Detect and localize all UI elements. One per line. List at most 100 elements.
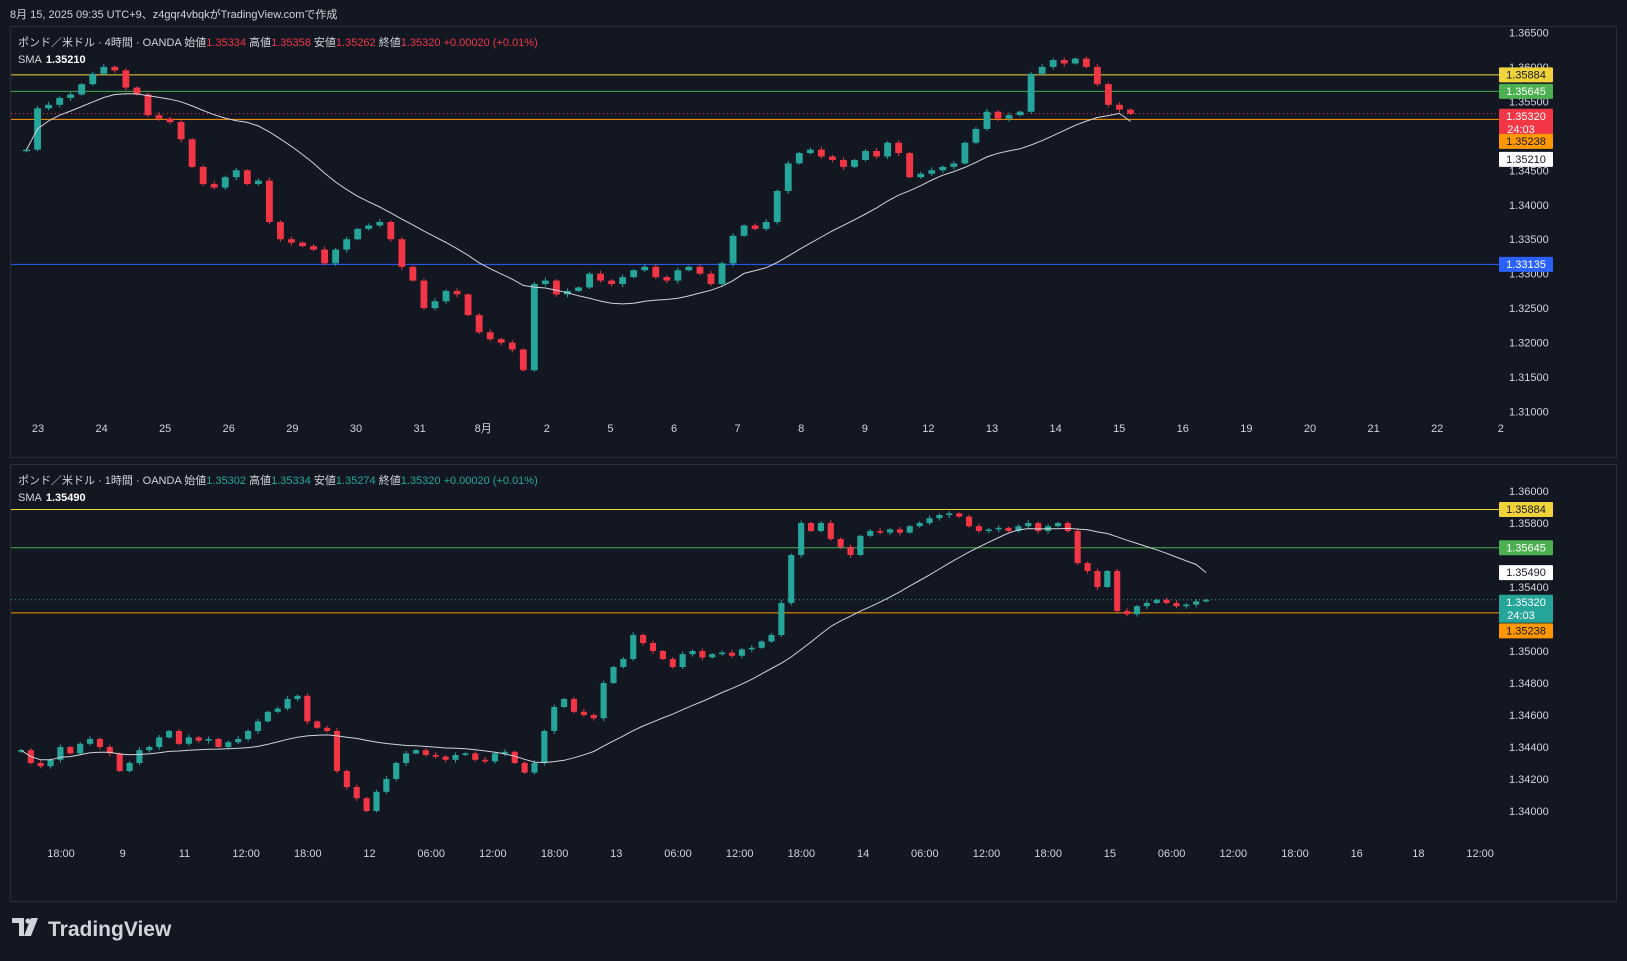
- candle-body: [383, 779, 390, 792]
- candle-body: [387, 222, 395, 240]
- price-badge: [1499, 540, 1553, 556]
- candle-body: [857, 535, 864, 555]
- price-tick-label: 1.34200: [1509, 774, 1549, 786]
- candle-body: [669, 659, 676, 667]
- candle-body: [133, 87, 141, 95]
- candle-body: [491, 753, 499, 762]
- candle-body: [768, 635, 775, 642]
- price-badge: [1499, 83, 1553, 99]
- candle-body: [333, 731, 341, 771]
- candle-body: [1064, 523, 1071, 531]
- time-tick-label: 5: [607, 423, 613, 435]
- candle-body: [284, 699, 291, 709]
- candle-body: [452, 755, 459, 760]
- candle-body: [155, 115, 163, 119]
- candle-body: [67, 747, 74, 754]
- candle-body: [442, 290, 450, 302]
- candle-body: [195, 737, 202, 741]
- time-tick-label: 9: [862, 423, 868, 435]
- candle-body: [177, 122, 185, 140]
- time-tick-label: 20: [1304, 423, 1316, 435]
- time-tick-label: 13: [610, 848, 622, 860]
- sma-label[interactable]: SMA: [18, 54, 42, 66]
- candle-body: [343, 771, 350, 787]
- candle-body: [807, 523, 815, 531]
- candle-body: [1093, 66, 1101, 85]
- candle-body: [324, 727, 331, 731]
- price-tick-label: 1.34000: [1509, 806, 1549, 818]
- time-tick-label: 2: [544, 423, 550, 435]
- candle-body: [126, 763, 133, 771]
- candle-body: [1049, 60, 1057, 67]
- candle-body: [975, 526, 982, 531]
- candle-body: [600, 683, 607, 719]
- candle-body: [762, 222, 770, 229]
- candle-body: [166, 118, 174, 123]
- price-tick-label: 1.31000: [1509, 407, 1549, 419]
- time-tick-label: 06:00: [1158, 848, 1186, 860]
- price-badge: [1499, 151, 1553, 167]
- candle-body: [111, 66, 119, 71]
- price-badge: [1499, 565, 1553, 581]
- symbol-label[interactable]: ポンド／米ドル · 1時間 · OANDA: [18, 475, 182, 487]
- candle-body: [1084, 563, 1091, 571]
- candle-body: [146, 747, 153, 751]
- sma-line: [26, 93, 1131, 305]
- price-tick-label: 1.36500: [1509, 27, 1549, 39]
- sma-label[interactable]: SMA: [18, 492, 42, 504]
- candle-body: [530, 284, 538, 371]
- close-value: 1.35320: [400, 475, 441, 487]
- time-tick-label: 18:00: [1034, 848, 1062, 860]
- candle-body: [225, 742, 232, 747]
- candle-body: [884, 142, 892, 157]
- price-badge-label: 1.35320: [1506, 111, 1546, 123]
- candle-body: [840, 159, 847, 167]
- candle-body: [926, 518, 933, 523]
- candle-body: [188, 139, 196, 167]
- candle-body: [156, 737, 163, 747]
- candle-body: [144, 94, 152, 116]
- candle-body: [580, 711, 587, 715]
- symbol-label[interactable]: ポンド／米ドル · 4時間 · OANDA: [18, 37, 182, 49]
- candle-body: [867, 531, 874, 536]
- sma-value: 1.35210: [45, 54, 86, 66]
- low-label: 安値: [313, 37, 336, 49]
- candle-body: [620, 659, 627, 667]
- time-tick-label: 12:00: [1466, 848, 1494, 860]
- time-tick-label: 31: [413, 423, 425, 435]
- time-tick-label: 12: [922, 423, 934, 435]
- candle-body: [1027, 73, 1035, 112]
- candle-body: [806, 149, 814, 154]
- candle-body: [758, 641, 765, 648]
- candle-body: [939, 166, 947, 171]
- candle-body: [994, 111, 1002, 119]
- candle-body: [719, 652, 726, 655]
- candle-body: [472, 753, 479, 760]
- chart-panel-4h[interactable]: ポンド／米ドル · 4時間 · OANDA 始値1.35334 高値1.3535…: [10, 26, 1617, 458]
- time-tick-label: 18:00: [294, 848, 322, 860]
- price-chart-1h[interactable]: 1.36000 1.35800 1.35400 1.35000 1.34800 1.346…: [11, 465, 1616, 901]
- candle-body: [679, 654, 686, 667]
- time-tick-label: 06:00: [911, 848, 939, 860]
- price-badge-label: 1.35645: [1506, 542, 1546, 554]
- tradingview-footer[interactable]: TradingView: [12, 918, 171, 942]
- candle-body: [936, 515, 943, 519]
- price-badge: [1499, 133, 1553, 149]
- tradingview-brand: TradingView: [48, 918, 172, 941]
- candle-body: [89, 73, 97, 85]
- candle-body: [482, 759, 489, 762]
- price-tick-label: 1.31500: [1509, 372, 1549, 384]
- time-tick-label: 25: [159, 423, 171, 435]
- candle-body: [895, 142, 903, 154]
- chart-panel-1h[interactable]: ポンド／米ドル · 1時間 · OANDA 始値1.35302 高値1.3533…: [10, 464, 1617, 902]
- price-chart-4h[interactable]: 1.365001.360001.355001.350001.345001.340…: [11, 27, 1616, 457]
- candle-body: [916, 523, 923, 527]
- time-tick-label: 2: [1498, 423, 1504, 435]
- candle-body: [354, 228, 362, 240]
- price-badge: [1499, 108, 1553, 137]
- candle-body: [1071, 58, 1079, 64]
- candle-body: [243, 170, 251, 185]
- candle-body: [373, 791, 380, 811]
- candle-body: [245, 731, 252, 739]
- candle-body: [699, 651, 706, 658]
